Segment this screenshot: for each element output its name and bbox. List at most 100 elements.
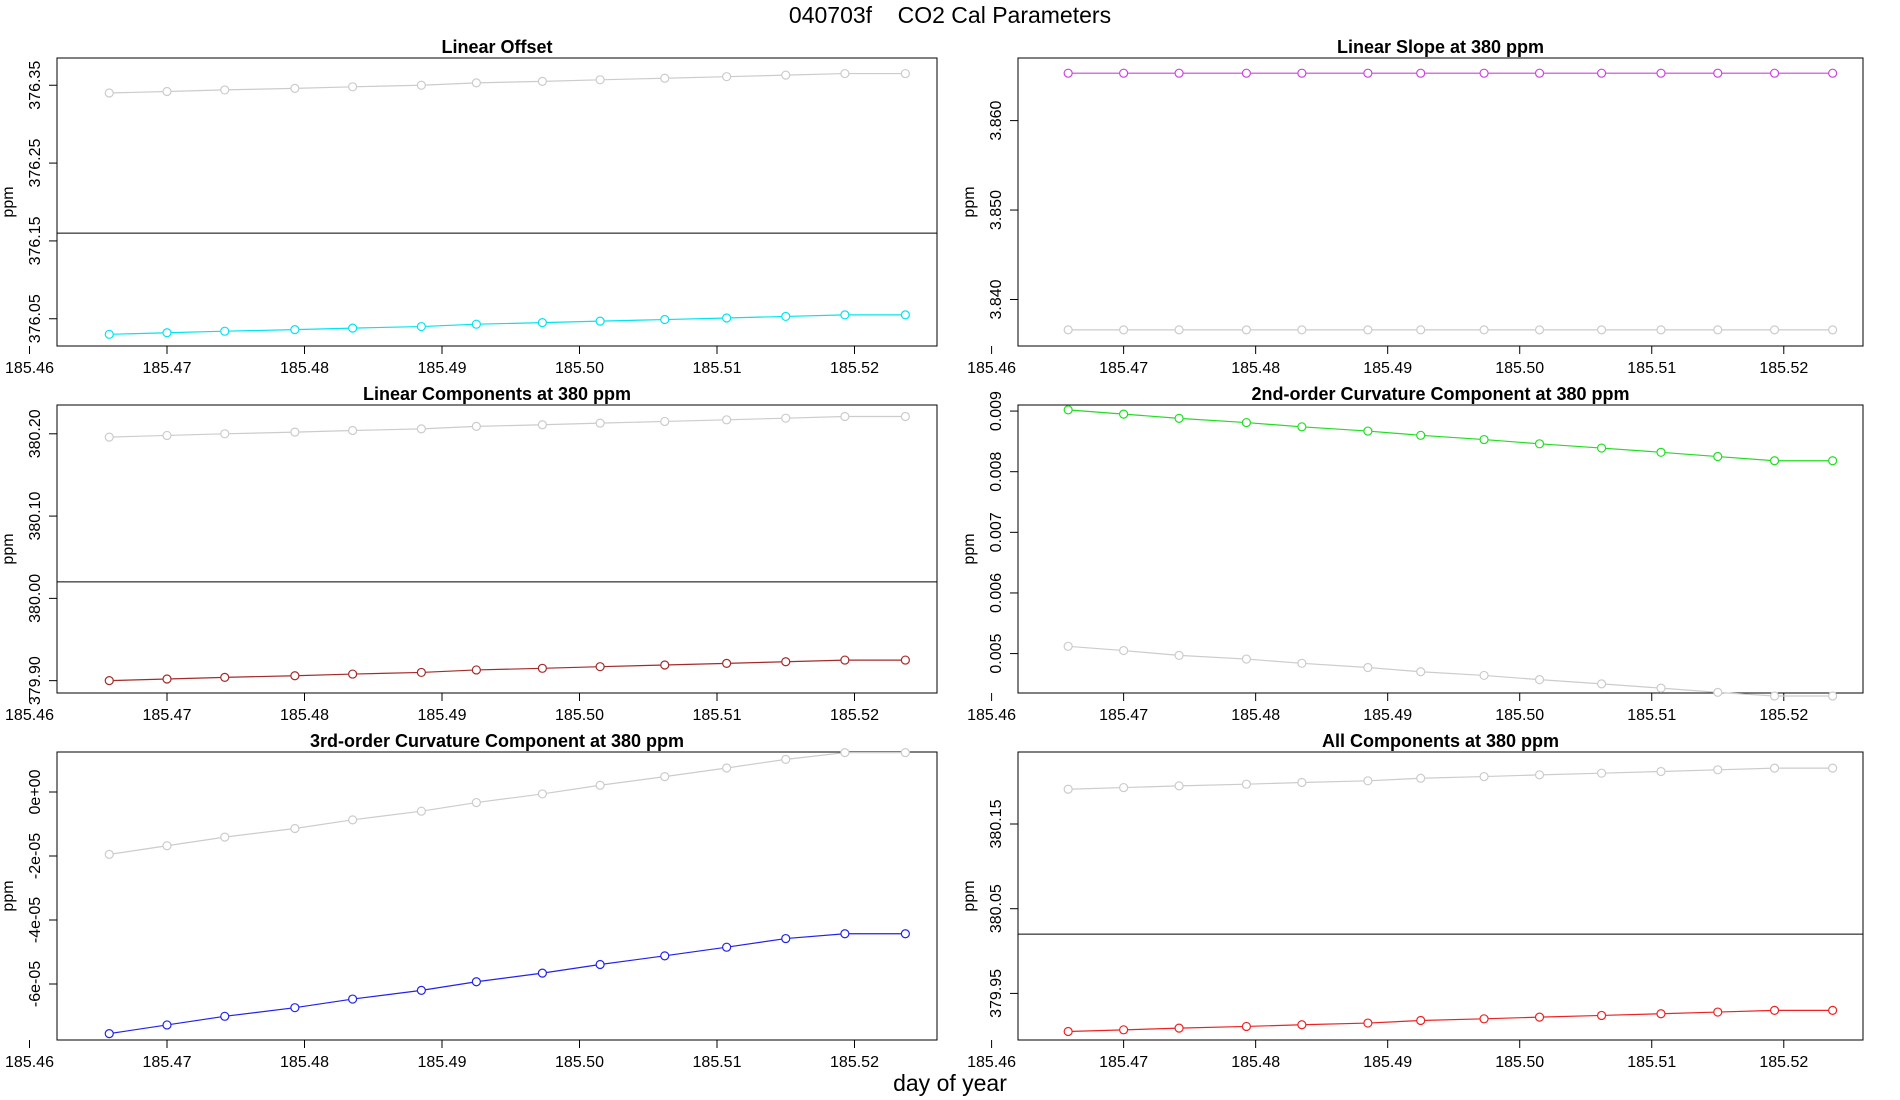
data-point-reference bbox=[1534, 675, 1545, 685]
data-point-blue bbox=[104, 1028, 114, 1039]
data-point-reference bbox=[900, 748, 910, 758]
series-line-cyan bbox=[109, 314, 906, 335]
data-point-reference bbox=[220, 429, 230, 439]
x-tick-label: 185.51 bbox=[693, 1054, 742, 1071]
data-point-reference bbox=[1416, 773, 1426, 783]
y-axis-label: ppm bbox=[961, 186, 978, 217]
data-point-reference bbox=[1119, 325, 1129, 335]
series-line-blue bbox=[109, 933, 906, 1035]
data-point-reference bbox=[595, 75, 605, 85]
data-point-reference bbox=[348, 815, 358, 825]
data-point-red bbox=[1297, 1020, 1307, 1030]
data-point-blue bbox=[348, 994, 358, 1004]
data-point-reference bbox=[104, 849, 114, 860]
y-tick-label: 380.00 bbox=[27, 574, 44, 623]
data-point-cyan bbox=[595, 316, 605, 326]
y-tick-label: 0.006 bbox=[988, 573, 1005, 613]
data-point-brown bbox=[537, 663, 547, 673]
data-point-reference bbox=[1063, 641, 1073, 651]
data-point-magenta bbox=[1119, 68, 1129, 78]
y-tick-label: 380.10 bbox=[27, 492, 44, 541]
data-point-red bbox=[1656, 1009, 1666, 1019]
data-point-brown bbox=[781, 657, 791, 667]
chart-title: All Components at 380 ppm bbox=[1322, 731, 1559, 751]
x-tick-label: 185.51 bbox=[693, 707, 742, 724]
data-point-reference bbox=[220, 85, 230, 95]
x-tick-label: 185.49 bbox=[1363, 1054, 1412, 1071]
data-point-reference bbox=[290, 83, 300, 93]
x-tick-label: 185.47 bbox=[143, 1054, 192, 1071]
x-tick-label: 185.48 bbox=[1231, 707, 1280, 724]
data-point-reference bbox=[840, 748, 850, 758]
data-point-reference bbox=[290, 823, 300, 834]
data-point-green bbox=[1596, 443, 1607, 453]
data-point-red bbox=[1769, 1005, 1780, 1015]
x-tick-label: 185.46 bbox=[967, 1054, 1016, 1071]
data-point-reference bbox=[1828, 325, 1838, 335]
y-axis-label: ppm bbox=[961, 880, 978, 911]
data-point-reference bbox=[537, 420, 547, 430]
x-tick-label: 185.51 bbox=[1627, 707, 1676, 724]
data-point-reference bbox=[1416, 667, 1426, 677]
data-point-magenta bbox=[1769, 68, 1780, 78]
data-point-reference bbox=[1416, 325, 1426, 335]
data-point-green bbox=[1297, 422, 1307, 432]
data-point-reference bbox=[471, 797, 481, 808]
data-point-reference bbox=[1479, 771, 1489, 782]
x-tick-label: 185.48 bbox=[1231, 1054, 1280, 1071]
data-point-red bbox=[1596, 1010, 1607, 1021]
data-point-blue bbox=[660, 951, 670, 961]
series-line-red bbox=[1068, 1009, 1833, 1033]
figure-title: 040703f CO2 Cal Parameters bbox=[788, 2, 1112, 28]
y-tick-label: 3.840 bbox=[988, 279, 1005, 319]
data-point-reference bbox=[1479, 670, 1489, 681]
chart-title: Linear Components at 380 ppm bbox=[363, 384, 631, 404]
data-point-reference bbox=[595, 418, 605, 428]
data-point-cyan bbox=[840, 310, 850, 320]
x-tick-label: 185.50 bbox=[1495, 1054, 1544, 1071]
data-point-brown bbox=[290, 671, 300, 681]
data-point-reference bbox=[220, 832, 230, 842]
y-tick-label: 379.95 bbox=[988, 969, 1005, 1018]
chart-title: Linear Slope at 380 ppm bbox=[1337, 37, 1544, 57]
data-point-reference bbox=[104, 88, 114, 98]
data-point-reference bbox=[104, 432, 114, 442]
data-point-reference bbox=[1713, 765, 1723, 775]
y-axis-label: ppm bbox=[0, 880, 17, 911]
data-point-reference bbox=[416, 806, 426, 816]
data-point-reference bbox=[348, 425, 358, 436]
data-point-blue bbox=[162, 1020, 172, 1030]
data-point-reference bbox=[722, 415, 732, 425]
data-point-red bbox=[1416, 1015, 1426, 1026]
data-point-reference bbox=[1363, 776, 1373, 786]
chart-panel-6: All Components at 380 ppm ppm 185.46 185.47… bbox=[961, 731, 1864, 1071]
x-tick-label: 185.50 bbox=[555, 360, 604, 377]
data-point-reference bbox=[1063, 784, 1073, 794]
data-point-reference bbox=[471, 421, 481, 431]
x-axis-label: day of year bbox=[893, 1070, 1007, 1096]
x-tick-label: 185.47 bbox=[1099, 360, 1148, 377]
chart-title: Linear Offset bbox=[441, 37, 552, 57]
x-tick-label: 185.52 bbox=[830, 707, 879, 724]
data-point-reference bbox=[348, 82, 358, 92]
data-point-reference bbox=[162, 841, 172, 851]
chart-title: 3rd-order Curvature Component at 380 ppm bbox=[310, 731, 684, 751]
x-tick-label: 185.49 bbox=[418, 360, 467, 377]
plot-frame bbox=[56, 404, 938, 694]
data-point-reference bbox=[1297, 777, 1307, 788]
data-point-magenta bbox=[1534, 68, 1545, 78]
data-point-magenta bbox=[1479, 68, 1489, 78]
y-tick-label: 0.008 bbox=[988, 452, 1005, 492]
x-tick-label: 185.48 bbox=[280, 360, 329, 377]
x-tick-label: 185.52 bbox=[1759, 360, 1808, 377]
data-point-reference bbox=[660, 73, 670, 83]
data-point-reference bbox=[781, 413, 791, 423]
data-point-reference bbox=[900, 68, 910, 79]
data-point-reference bbox=[537, 76, 547, 86]
data-point-blue bbox=[220, 1011, 230, 1021]
data-point-cyan bbox=[781, 311, 791, 322]
y-tick-label: -6e-05 bbox=[27, 961, 44, 1007]
plot-frame bbox=[56, 751, 938, 1041]
data-point-green bbox=[1769, 456, 1780, 466]
